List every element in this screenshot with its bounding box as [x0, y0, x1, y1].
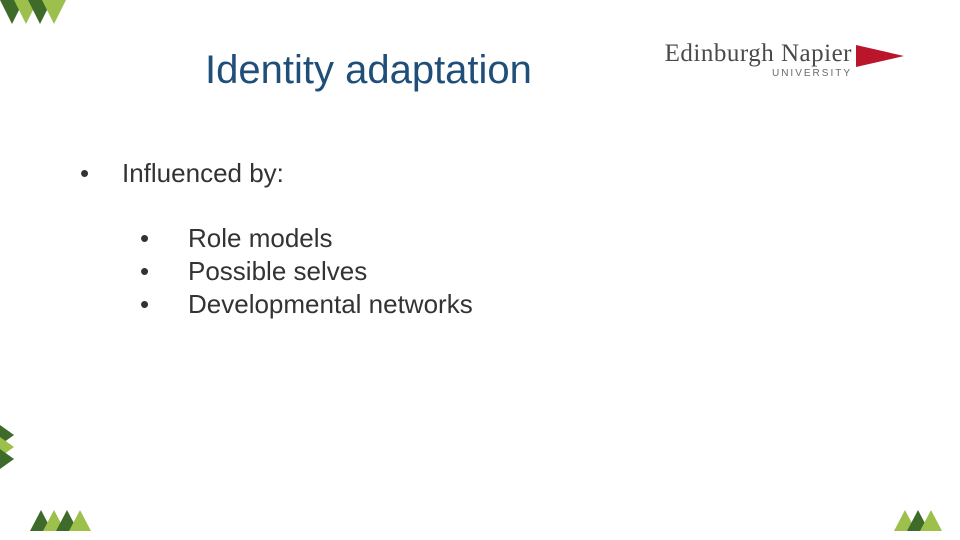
list-item-text: Role models [188, 223, 333, 253]
logo-triangle-icon [856, 42, 910, 76]
decor-top-left [0, 0, 92, 30]
list-item: •Role models [140, 223, 473, 254]
decor-bottom-left [30, 508, 108, 534]
logo-main-text: Edinburgh Napier [665, 40, 852, 68]
bullet-dot: • [140, 223, 188, 254]
list-item-text: Developmental networks [188, 289, 473, 319]
decor-mid-left [0, 425, 18, 477]
bullet-level2-list: •Role models •Possible selves •Developme… [140, 223, 473, 322]
bullet-level1-text: Influenced by: [122, 158, 284, 188]
list-item: •Developmental networks [140, 289, 473, 320]
bullet-dot: • [140, 256, 188, 287]
list-item-text: Possible selves [188, 256, 367, 286]
decor-bottom-right [894, 508, 946, 534]
bullet-dot: • [140, 289, 188, 320]
university-logo: Edinburgh Napier UNIVERSITY [602, 40, 910, 100]
slide: Identity adaptation Edinburgh Napier UNI… [0, 0, 960, 540]
bullet-dot: • [80, 158, 122, 189]
logo-sub-text: UNIVERSITY [665, 68, 852, 79]
list-item: •Possible selves [140, 256, 473, 287]
slide-title: Identity adaptation [205, 48, 532, 93]
bullet-level1: •Influenced by: [80, 158, 284, 189]
